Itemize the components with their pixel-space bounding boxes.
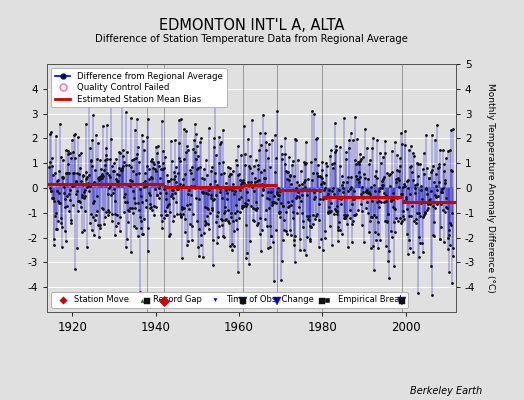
- Legend: Station Move, Record Gap, Time of Obs. Change, Empirical Break: Station Move, Record Gap, Time of Obs. C…: [51, 292, 408, 308]
- Text: EDMONTON INT'L A, ALTA: EDMONTON INT'L A, ALTA: [159, 18, 344, 33]
- Text: Berkeley Earth: Berkeley Earth: [410, 386, 482, 396]
- Text: Difference of Station Temperature Data from Regional Average: Difference of Station Temperature Data f…: [95, 34, 408, 44]
- Y-axis label: Monthly Temperature Anomaly Difference (°C): Monthly Temperature Anomaly Difference (…: [486, 83, 495, 293]
